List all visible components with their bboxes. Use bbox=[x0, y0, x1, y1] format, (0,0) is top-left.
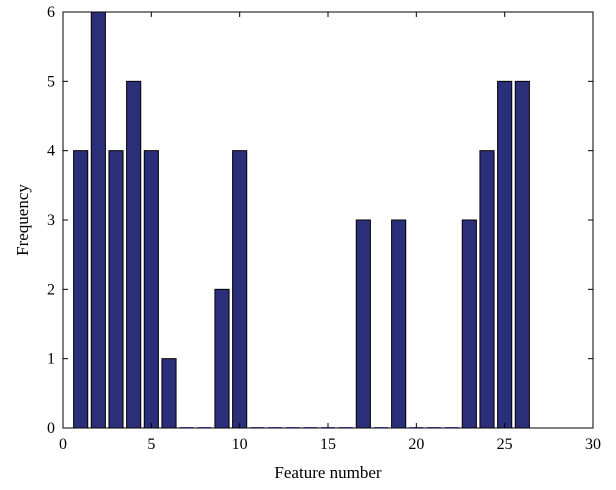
x-tick-label: 20 bbox=[408, 436, 424, 453]
y-tick-label: 4 bbox=[47, 143, 55, 160]
x-tick-label: 30 bbox=[585, 436, 601, 453]
bar-26 bbox=[514, 80, 530, 429]
bar-19 bbox=[391, 219, 407, 429]
plot-area-frame bbox=[62, 11, 594, 429]
y-tick-label: 6 bbox=[47, 4, 55, 21]
y-axis-label: Frequency bbox=[13, 184, 32, 256]
x-tick-label: 25 bbox=[497, 436, 513, 453]
x-axis-ticks: 0 5 10 15 20 25 30 bbox=[59, 12, 601, 453]
y-axis-ticks: 0 1 2 3 4 5 6 bbox=[47, 4, 593, 437]
bar-5 bbox=[143, 150, 159, 429]
bar-4 bbox=[126, 80, 142, 429]
bar-23 bbox=[461, 219, 477, 429]
bar-17 bbox=[355, 219, 371, 429]
x-tick-label: 15 bbox=[320, 436, 336, 453]
x-tick-label: 0 bbox=[59, 436, 67, 453]
bar-24 bbox=[479, 150, 495, 429]
x-tick-label: 5 bbox=[147, 436, 155, 453]
y-tick-label: 5 bbox=[47, 73, 55, 90]
x-axis-label: Feature number bbox=[274, 463, 381, 482]
bar-9 bbox=[214, 288, 230, 429]
y-tick-label: 1 bbox=[47, 351, 55, 368]
y-tick-label: 0 bbox=[47, 420, 55, 437]
bars-group bbox=[73, 11, 530, 429]
y-tick-label: 2 bbox=[47, 281, 55, 298]
bar-6 bbox=[161, 358, 177, 429]
bar-1 bbox=[73, 150, 89, 429]
bar-10 bbox=[232, 150, 248, 429]
bar-2 bbox=[90, 11, 106, 429]
bar-3 bbox=[108, 150, 124, 429]
bar-25 bbox=[497, 80, 513, 429]
x-tick-label: 10 bbox=[232, 436, 248, 453]
y-tick-label: 3 bbox=[47, 212, 55, 229]
